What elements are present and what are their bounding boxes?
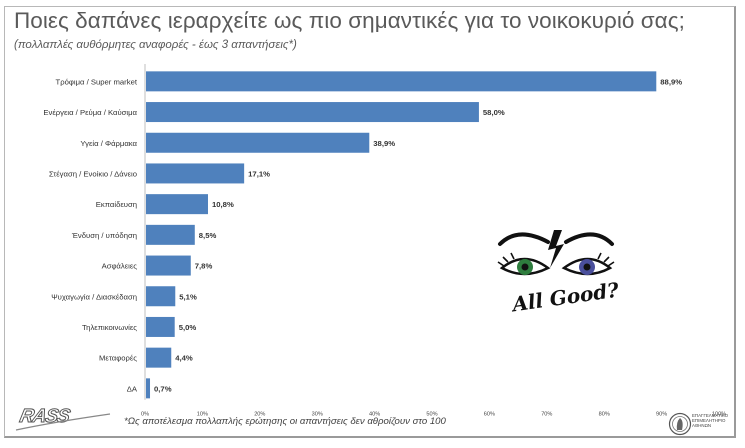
x-tick-label: 100% xyxy=(712,412,726,418)
category-label: Τηλεπικοινωνίες xyxy=(82,323,137,332)
rass-logo-swoosh xyxy=(15,413,111,431)
x-tick-label: 50% xyxy=(426,412,437,418)
bar xyxy=(146,194,208,215)
category-label: Ασφάλειες xyxy=(102,262,138,271)
x-tick-label: 70% xyxy=(541,412,552,418)
value-label: 17,1% xyxy=(248,169,270,178)
bar xyxy=(146,255,191,276)
chamber-name: ΕΠΑΓΓΕΛΜΑΤΙΚΟ ΕΠΙΜΕΛΗΤΗΡΙΟ ΑΘΗΝΩΝ xyxy=(692,413,742,429)
value-label: 5,0% xyxy=(179,323,197,332)
category-label: Ενέργεια / Ρεύμα / Καύσιμα xyxy=(43,108,137,117)
x-tick-label: 20% xyxy=(254,412,265,418)
x-tick-label: 80% xyxy=(599,412,610,418)
bar xyxy=(146,71,657,92)
x-tick-label: 0% xyxy=(141,412,149,418)
value-label: 7,8% xyxy=(195,262,213,271)
category-label: Στέγαση / Ενοίκιο / Δάνειο xyxy=(49,169,137,178)
bar xyxy=(146,102,479,123)
bar xyxy=(146,132,370,153)
footnote: *Ως αποτέλεσμα πολλαπλής ερώτησης οι απα… xyxy=(124,416,446,427)
category-label: Εκπαίδευση xyxy=(96,200,137,209)
value-label: 88,9% xyxy=(660,77,682,86)
x-tick-label: 40% xyxy=(369,412,380,418)
x-tick-label: 10% xyxy=(197,412,208,418)
category-label: Μεταφορές xyxy=(99,354,137,363)
x-tick-label: 30% xyxy=(312,412,323,418)
value-label: 58,0% xyxy=(483,108,505,117)
chamber-emblem-icon xyxy=(668,412,692,436)
bar xyxy=(146,316,175,337)
bar xyxy=(146,163,245,184)
value-label: 10,8% xyxy=(212,200,234,209)
value-label: 0,7% xyxy=(154,384,172,393)
bar xyxy=(146,347,172,368)
value-label: 5,1% xyxy=(179,292,197,301)
x-tick-label: 90% xyxy=(656,412,667,418)
value-label: 38,9% xyxy=(373,139,395,148)
page-title: Ποιες δαπάνες ιεραρχείτε ως πιο σημαντικ… xyxy=(14,8,685,33)
chamber-line-3: ΑΘΗΝΩΝ xyxy=(692,423,712,429)
bar xyxy=(146,378,151,399)
category-label: Ψυχαγωγία / Διασκέδαση xyxy=(51,292,137,301)
bar xyxy=(146,286,176,307)
value-label: 8,5% xyxy=(199,231,217,240)
slide-frame xyxy=(4,6,736,438)
category-label: ΔΑ xyxy=(127,384,138,393)
chamber-line-1: ΕΠΑΓΓΕΛΜΑΤΙΚΟ xyxy=(692,413,729,418)
category-label: Υγεία / Φάρμακα xyxy=(80,139,137,148)
category-label: Ένδυση / υπόδηση xyxy=(71,231,137,240)
chamber-line-2: ΕΠΙΜΕΛΗΤΗΡΙΟ xyxy=(692,418,726,424)
value-label: 4,4% xyxy=(175,354,193,363)
all-good-logo xyxy=(497,230,615,276)
x-tick-label: 60% xyxy=(484,412,495,418)
category-label: Τρόφιμα / Super market xyxy=(56,77,138,86)
page-subtitle: (πολλαπλές αυθόρμητες αναφορές - έως 3 α… xyxy=(14,39,297,51)
bar xyxy=(146,224,195,245)
